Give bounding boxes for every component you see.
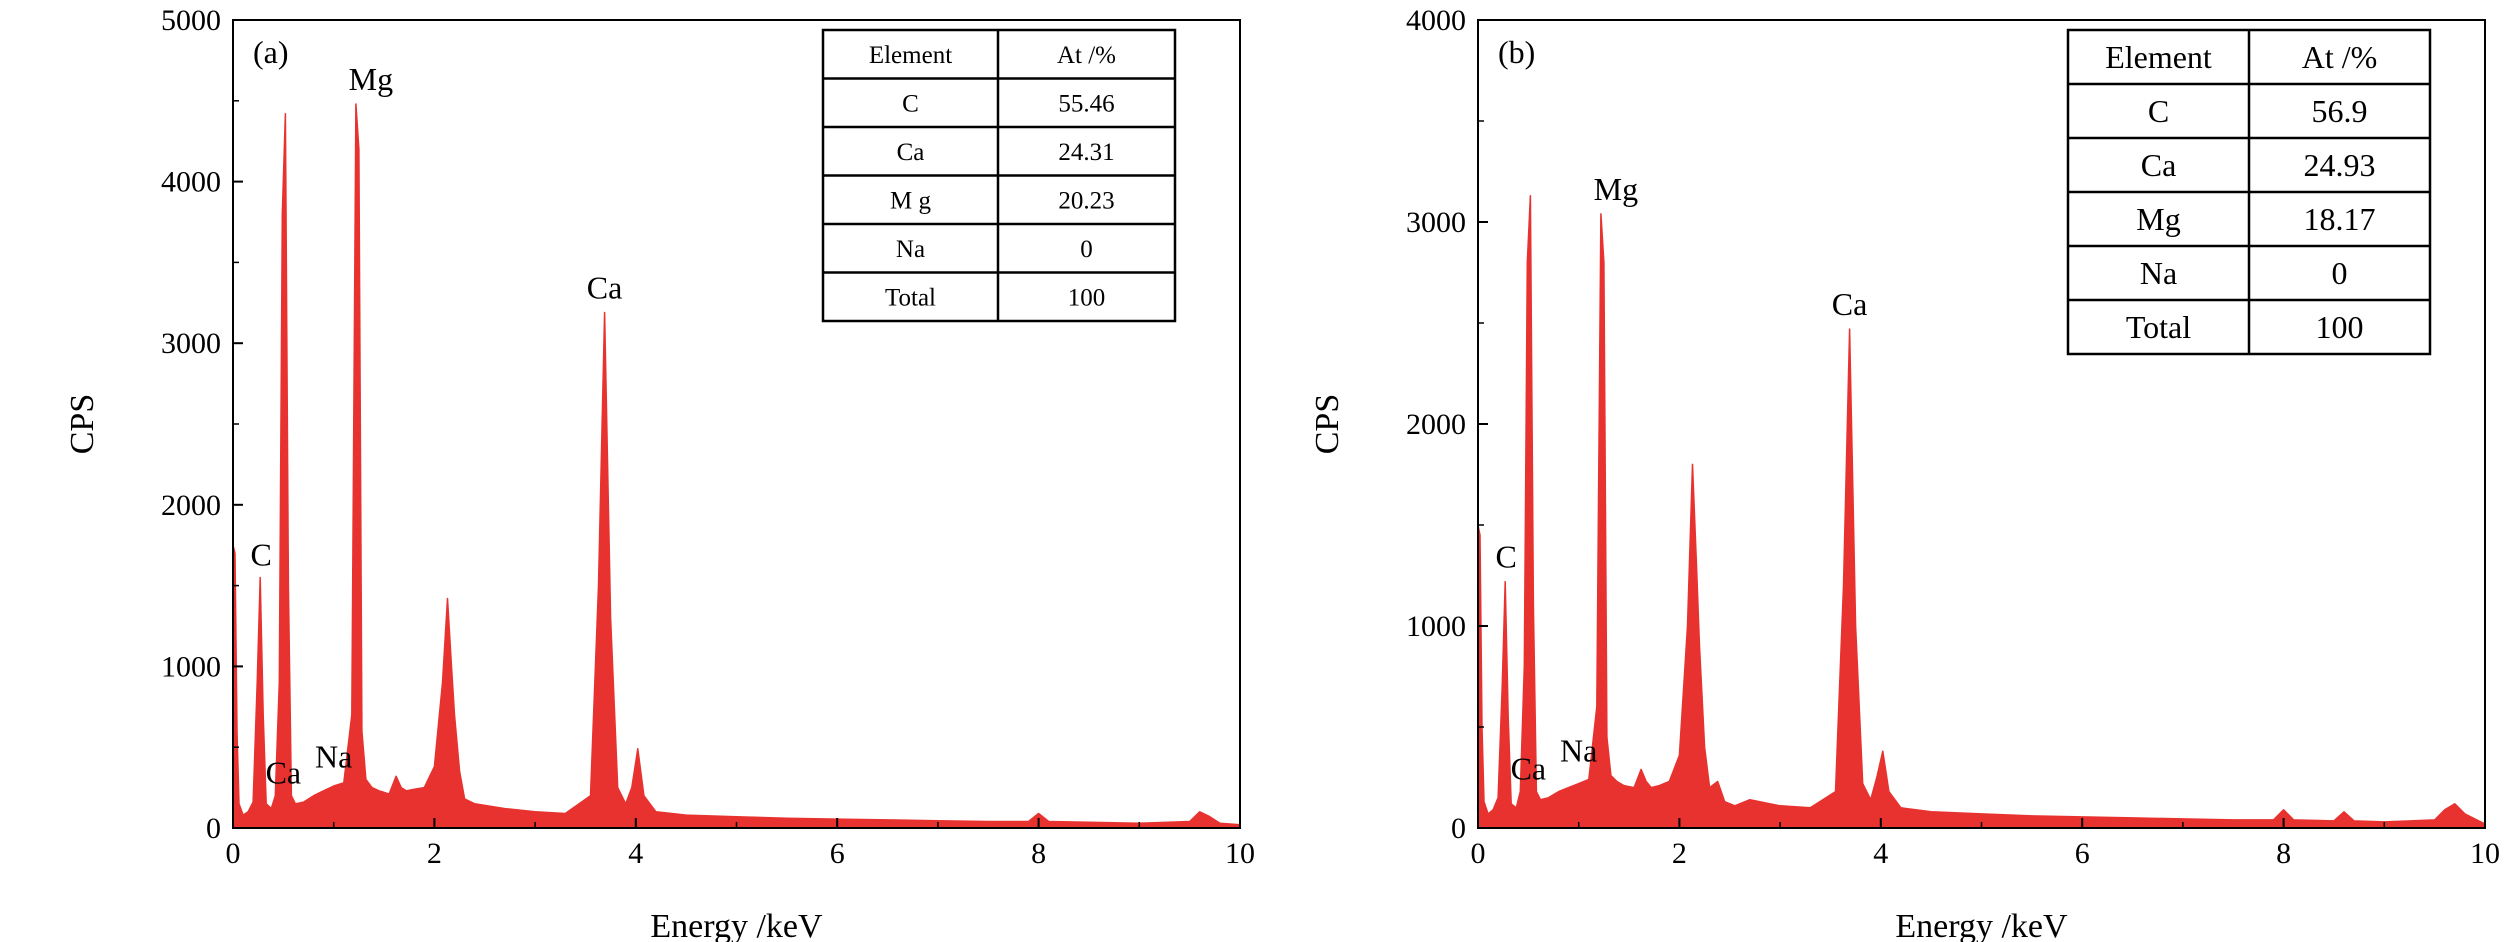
table-cell-percent: 100 <box>2316 309 2364 345</box>
y-tick-label: 3000 <box>1406 206 1466 239</box>
table-cell-percent: 0 <box>1080 236 1093 263</box>
table-cell-element: C <box>902 91 919 118</box>
composition-table: Element At /% C 56.9 Ca 24.93 Mg 18.17 Na 0 Total 1… <box>2066 28 2432 356</box>
y-tick-label: 2000 <box>161 489 221 522</box>
y-tick-label: 4000 <box>1406 4 1466 37</box>
spectrum-area <box>232 103 1241 829</box>
table-cell-percent: 18.17 <box>2304 201 2376 237</box>
table-cell-percent: 24.93 <box>2304 147 2376 183</box>
table-cell-percent: 20.23 <box>1058 188 1114 215</box>
x-tick-label: 0 <box>1471 837 1486 870</box>
x-tick-label: 4 <box>1873 837 1888 870</box>
y-tick-label: 5000 <box>161 4 221 37</box>
x-tick-label: 10 <box>1225 837 1255 870</box>
y-tick-label: 4000 <box>161 166 221 199</box>
x-tick-label: 2 <box>427 837 442 870</box>
x-tick-label: 6 <box>830 837 845 870</box>
y-tick-label: 0 <box>206 812 221 845</box>
peak-label: Mg <box>1594 171 1638 207</box>
x-axis-title: Energy /keV <box>1895 908 2068 942</box>
peak-label: Mg <box>349 61 393 97</box>
y-tick-label: 2000 <box>1406 408 1466 441</box>
table-cell-element: M g <box>890 188 931 215</box>
y-tick-label: 1000 <box>161 650 221 683</box>
panel-label: (b) <box>1498 34 1535 70</box>
peak-label: Ca <box>1832 286 1868 322</box>
peak-label: Ca <box>1511 751 1547 787</box>
table-cell-element: Ca <box>2141 147 2177 183</box>
table-cell-percent: 100 <box>1068 285 1106 312</box>
table-cell-element: Na <box>896 236 925 263</box>
table-header-percent: At /% <box>2302 39 2378 75</box>
table-cell-element: Total <box>885 285 936 312</box>
peak-label: Ca <box>587 269 623 305</box>
table-cell-percent: 24.31 <box>1058 139 1114 166</box>
peak-label: Na <box>1560 732 1597 768</box>
peak-label: C <box>1496 539 1517 575</box>
table-cell-percent: 55.46 <box>1058 91 1114 118</box>
composition-table: Element At /% C 55.46 Ca 24.31 M g 20.23 Na 0 Tota… <box>821 28 1177 323</box>
table-cell-element: Na <box>2140 255 2177 291</box>
y-tick-label: 3000 <box>161 327 221 360</box>
y-axis-title: CPS <box>64 394 101 455</box>
table-cell-element: Mg <box>2136 201 2180 237</box>
x-axis-title: Energy /keV <box>650 908 823 942</box>
table-header-percent: At /% <box>1057 42 1116 69</box>
x-tick-label: 8 <box>2276 837 2291 870</box>
y-axis-title: CPS <box>1309 394 1346 455</box>
table-cell-element: Total <box>2126 309 2191 345</box>
spectrum-area <box>1477 194 2486 829</box>
peak-label: C <box>251 537 272 573</box>
table-cell-element: Ca <box>897 139 925 166</box>
x-tick-label: 4 <box>628 837 643 870</box>
x-tick-label: 10 <box>2470 837 2500 870</box>
panel-label: (a) <box>253 34 289 70</box>
table-cell-percent: 0 <box>2332 255 2348 291</box>
x-tick-label: 0 <box>226 837 241 870</box>
table-header-element: Element <box>2105 39 2212 75</box>
peak-label: Ca <box>266 755 302 791</box>
x-tick-label: 2 <box>1672 837 1687 870</box>
table-cell-percent: 56.9 <box>2312 93 2368 129</box>
table-header-element: Element <box>869 42 952 69</box>
y-tick-label: 0 <box>1451 812 1466 845</box>
y-tick-label: 1000 <box>1406 610 1466 643</box>
x-tick-label: 8 <box>1031 837 1046 870</box>
x-tick-label: 6 <box>2075 837 2090 870</box>
table-cell-element: C <box>2148 93 2169 129</box>
peak-label: Na <box>315 739 352 775</box>
